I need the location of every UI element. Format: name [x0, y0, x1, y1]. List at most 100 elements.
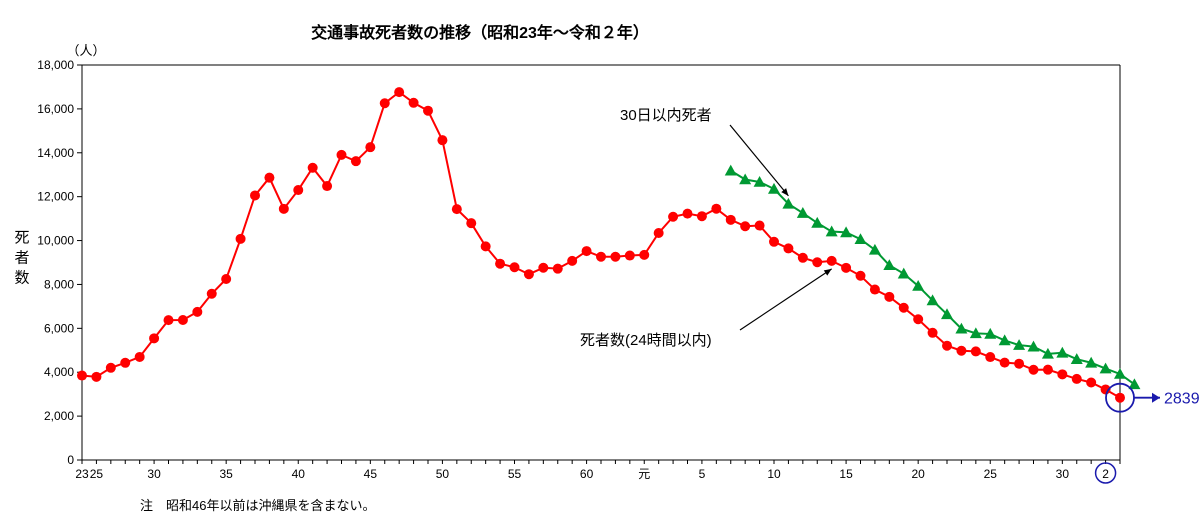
series-24h-point — [524, 269, 534, 279]
series-24h-point — [928, 328, 938, 338]
series-30day-line — [731, 171, 1135, 385]
series-24h-point — [1043, 365, 1053, 375]
series-24h-point — [120, 358, 130, 368]
x-tick-label: 15 — [839, 467, 853, 481]
series-24h-point — [567, 256, 577, 266]
x-tick-label: 25 — [90, 467, 104, 481]
series-24h-point — [856, 271, 866, 281]
annotation-24h: 死者数(24時間以内) — [580, 332, 712, 349]
series-24h-point — [596, 252, 606, 262]
y-axis-label: 者 — [14, 250, 29, 267]
x-tick-label: 30 — [1056, 467, 1070, 481]
chart-title: 交通事故死者数の推移（昭和23年～令和２年） — [311, 23, 649, 42]
series-24h-point — [250, 190, 260, 200]
series-24h-point — [423, 106, 433, 116]
x-tick-label: 10 — [767, 467, 781, 481]
series-24h-point — [654, 228, 664, 238]
series-24h-point — [91, 372, 101, 382]
series-30day-point — [855, 233, 867, 244]
series-24h-point — [1072, 374, 1082, 384]
x-tick-label: 35 — [219, 467, 233, 481]
series-24h-point — [207, 289, 217, 299]
series-24h-point — [726, 215, 736, 225]
y-tick-label: 4,000 — [44, 365, 74, 379]
series-24h-point — [221, 274, 231, 284]
x-tick-label: 23 — [75, 467, 89, 481]
x-tick-label: 40 — [292, 467, 306, 481]
series-24h-point — [1086, 377, 1096, 387]
series-24h-point — [827, 256, 837, 266]
series-30day-point — [739, 174, 751, 185]
series-30day-point — [725, 165, 737, 176]
x-tick-label: 5 — [699, 467, 706, 481]
line-chart: 交通事故死者数の推移（昭和23年～令和２年）（人）死者数02,0004,0006… — [0, 0, 1200, 521]
x-tick-label: 60 — [580, 467, 594, 481]
series-30day-point — [869, 244, 881, 255]
series-30day-point — [768, 183, 780, 194]
y-axis-unit: （人） — [66, 43, 105, 58]
series-30day-point — [1100, 363, 1112, 374]
y-tick-label: 0 — [67, 453, 74, 467]
series-24h-point — [149, 333, 159, 343]
series-24h-point — [668, 212, 678, 222]
y-tick-label: 12,000 — [37, 190, 74, 204]
y-tick-label: 18,000 — [37, 58, 74, 72]
series-24h-point — [192, 307, 202, 317]
series-24h-point — [798, 253, 808, 263]
y-tick-label: 8,000 — [44, 277, 74, 291]
series-24h-point — [322, 181, 332, 191]
series-24h-point — [164, 315, 174, 325]
series-30day-point — [898, 268, 910, 279]
series-24h-point — [538, 263, 548, 273]
arrowhead-icon — [1152, 393, 1160, 403]
y-tick-label: 10,000 — [37, 234, 74, 248]
series-24h-point — [77, 371, 87, 381]
series-24h-point — [956, 346, 966, 356]
y-tick-label: 14,000 — [37, 146, 74, 160]
series-24h-point — [783, 243, 793, 253]
series-24h-point — [610, 252, 620, 262]
x-tick-label: 50 — [436, 467, 450, 481]
x-tick-label: 元 — [638, 467, 650, 481]
series-24h-point — [697, 211, 707, 221]
y-tick-label: 16,000 — [37, 102, 74, 116]
series-24h-point — [293, 185, 303, 195]
series-24h-point — [625, 251, 635, 261]
series-24h-point — [582, 246, 592, 256]
series-24h-point — [236, 234, 246, 244]
series-24h-point — [1029, 365, 1039, 375]
callout-value: 2839人 — [1164, 390, 1200, 408]
x-tick-label: 25 — [984, 467, 998, 481]
series-24h-point — [279, 204, 289, 214]
x-tick-label: 20 — [911, 467, 925, 481]
series-24h-point — [481, 241, 491, 251]
series-24h-point — [510, 262, 520, 272]
x-tick-label: 55 — [508, 467, 522, 481]
series-24h-point — [351, 156, 361, 166]
y-axis-label: 死 — [14, 230, 29, 247]
series-24h-point — [178, 315, 188, 325]
series-24h-point — [870, 285, 880, 295]
series-24h-point — [495, 259, 505, 269]
series-30day-point — [797, 207, 809, 218]
series-24h-point — [1014, 359, 1024, 369]
series-24h-point — [437, 135, 447, 145]
series-24h-point — [1057, 369, 1067, 379]
series-24h-point — [841, 263, 851, 273]
annotation-30day: 30日以内死者 — [620, 107, 712, 124]
series-24h-point — [942, 341, 952, 351]
series-24h-point — [1000, 358, 1010, 368]
x-tick-label: 30 — [147, 467, 161, 481]
x-tick-label: 2 — [1102, 467, 1109, 481]
series-30day-point — [999, 334, 1011, 345]
series-24h-point — [639, 250, 649, 260]
series-30day-point — [811, 217, 823, 228]
series-24h-point — [380, 98, 390, 108]
x-tick-label: 45 — [364, 467, 378, 481]
series-24h-point — [553, 264, 563, 274]
series-24h-point — [740, 221, 750, 231]
series-30day-point — [1071, 353, 1083, 364]
series-24h-point — [884, 292, 894, 302]
arrowhead-icon — [824, 269, 832, 276]
series-24h-point — [264, 173, 274, 183]
